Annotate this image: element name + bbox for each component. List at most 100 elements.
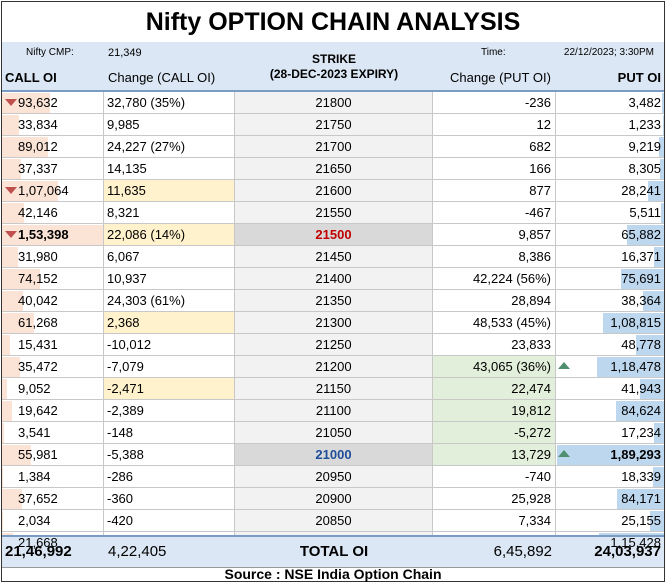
call-oi-value: 19,642 (18, 403, 58, 418)
change-put-cell: 682 (433, 136, 556, 157)
change-call-cell: 10,937 (104, 268, 235, 289)
change-put-cell: 12 (433, 114, 556, 135)
change-call-cell: 32,780 (35%) (104, 92, 235, 113)
put-oi-value: 1,233 (628, 117, 661, 132)
put-oi-bar (659, 159, 664, 179)
strike-cell: 21200 (235, 356, 433, 377)
change-call-cell: -148 (104, 422, 235, 443)
call-oi-cell: 37,652 (2, 488, 104, 509)
change-put-cell: 877 (433, 180, 556, 201)
put-oi-bar (626, 225, 664, 245)
change-call-cell: 24,227 (27%) (104, 136, 235, 157)
put-oi-cell: 17,234 (556, 422, 664, 443)
call-oi-bar (2, 445, 32, 465)
put-oi-cell: 84,171 (556, 488, 664, 509)
strike-cell: 21500 (235, 224, 433, 245)
call-oi-cell: 1,07,064 (2, 180, 104, 201)
table-row: 9,052 -2,471 21150 22,474 41,943 (2, 378, 664, 400)
change-call-cell: -10,012 (104, 334, 235, 355)
put-oi-cell: 38,364 (556, 290, 664, 311)
totals-row: 21,46,992 4,22,405 TOTAL OI 6,45,892 24,… (2, 535, 664, 568)
call-oi-cell: 93,632 (2, 92, 104, 113)
table-row: 15,431 -10,012 21250 23,833 48,778 (2, 334, 664, 356)
change-call-cell: 24,303 (61%) (104, 290, 235, 311)
strike-cell: 20950 (235, 466, 433, 487)
put-oi-value: 1,18,478 (610, 359, 661, 374)
call-oi-bar (2, 379, 8, 399)
call-oi-cell: 1,53,398 (2, 224, 104, 245)
change-call-cell: -2,389 (104, 400, 235, 421)
call-oi-value: 42,146 (18, 205, 58, 220)
call-oi-bar (2, 137, 49, 157)
call-oi-value: 1,07,064 (18, 183, 69, 198)
call-oi-value: 9,052 (18, 381, 51, 396)
call-oi-value: 35,472 (18, 359, 58, 374)
call-oi-value: 55,981 (18, 447, 58, 462)
put-oi-cell: 1,89,293 (556, 444, 664, 465)
strike-cell: 21150 (235, 378, 433, 399)
change-put-cell: 48,533 (45%) (433, 312, 556, 333)
time-value: 22/12/2023; 3:30PM (563, 47, 654, 58)
call-oi-value: 37,337 (18, 161, 58, 176)
strike-cell: 21750 (235, 114, 433, 135)
strike-cell: 21350 (235, 290, 433, 311)
call-oi-bar (2, 225, 103, 245)
put-oi-bar (662, 115, 664, 135)
source-note: Source : NSE India Option Chain (224, 566, 442, 582)
change-call-cell: 9,985 (104, 114, 235, 135)
change-put-cell: -236 (433, 92, 556, 113)
call-oi-cell: 42,146 (2, 202, 104, 223)
change-call-cell: -2,471 (104, 378, 235, 399)
call-oi-value: 21,668 (18, 535, 58, 550)
put-oi-value: 18,339 (621, 469, 661, 484)
call-oi-cell: 55,981 (2, 444, 104, 465)
table-row: 42,146 8,321 21550 -467 5,511 (2, 202, 664, 224)
change-call-cell: 22,086 (14%) (104, 224, 235, 245)
call-oi-cell: 2,034 (2, 510, 104, 531)
strike-header: STRIKE (311, 52, 356, 66)
call-oi-cell: 9,052 (2, 378, 104, 399)
put-oi-cell: 25,155 (556, 510, 664, 531)
strike-cell: 20850 (235, 510, 433, 531)
call-oi-bar (2, 291, 24, 311)
put-oi-cell: 1,233 (556, 114, 664, 135)
change-put-cell: 13,729 (433, 444, 556, 465)
time-label: Time: (481, 47, 506, 58)
call-oi-value: 89,012 (18, 139, 58, 154)
strike-cell: 21000 (235, 444, 433, 465)
change-put-cell: 166 (433, 158, 556, 179)
put-oi-header: PUT OI (617, 70, 661, 85)
put-oi-cell: 84,624 (556, 400, 664, 421)
put-oi-cell: 18,339 (556, 466, 664, 487)
put-oi-value: 28,241 (621, 183, 661, 198)
table-row: 3,541 -148 21050 -5,272 17,234 (2, 422, 664, 444)
put-oi-cell: 1,08,815 (556, 312, 664, 333)
change-put-cell: -467 (433, 202, 556, 223)
change-call-cell: -286 (104, 466, 235, 487)
put-oi-bar (647, 181, 664, 201)
call-oi-value: 93,632 (18, 95, 58, 110)
table-row: 1,384 -286 20950 -740 18,339 (2, 466, 664, 488)
change-put-header: Change (PUT OI) (450, 70, 551, 85)
strike-cell: 21250 (235, 334, 433, 355)
change-put-cell: -5,272 (433, 422, 556, 443)
call-oi-bar (2, 247, 19, 267)
total-change-call: 4,22,405 (108, 543, 167, 560)
call-oi-value: 74,152 (18, 271, 58, 286)
call-oi-bar (2, 335, 11, 355)
put-oi-bar (640, 379, 664, 399)
put-oi-value: 38,364 (621, 293, 661, 308)
call-oi-value: 3,541 (18, 425, 51, 440)
table-row: 74,152 10,937 21400 42,224 (56%) 75,691 (2, 268, 664, 290)
put-oi-bar (658, 137, 664, 157)
strike-cell: 21050 (235, 422, 433, 443)
put-oi-value: 84,171 (621, 491, 661, 506)
put-oi-cell: 1,18,478 (556, 356, 664, 377)
total-label: TOTAL OI (299, 543, 369, 560)
cmp-value: 21,349 (108, 47, 142, 59)
table-row: 1,53,398 22,086 (14%) 21500 9,857 65,882 (2, 224, 664, 246)
strike-cell: 21100 (235, 400, 433, 421)
change-call-cell: -7,079 (104, 356, 235, 377)
change-call-cell: -5,388 (104, 444, 235, 465)
change-call-cell: 8,321 (104, 202, 235, 223)
